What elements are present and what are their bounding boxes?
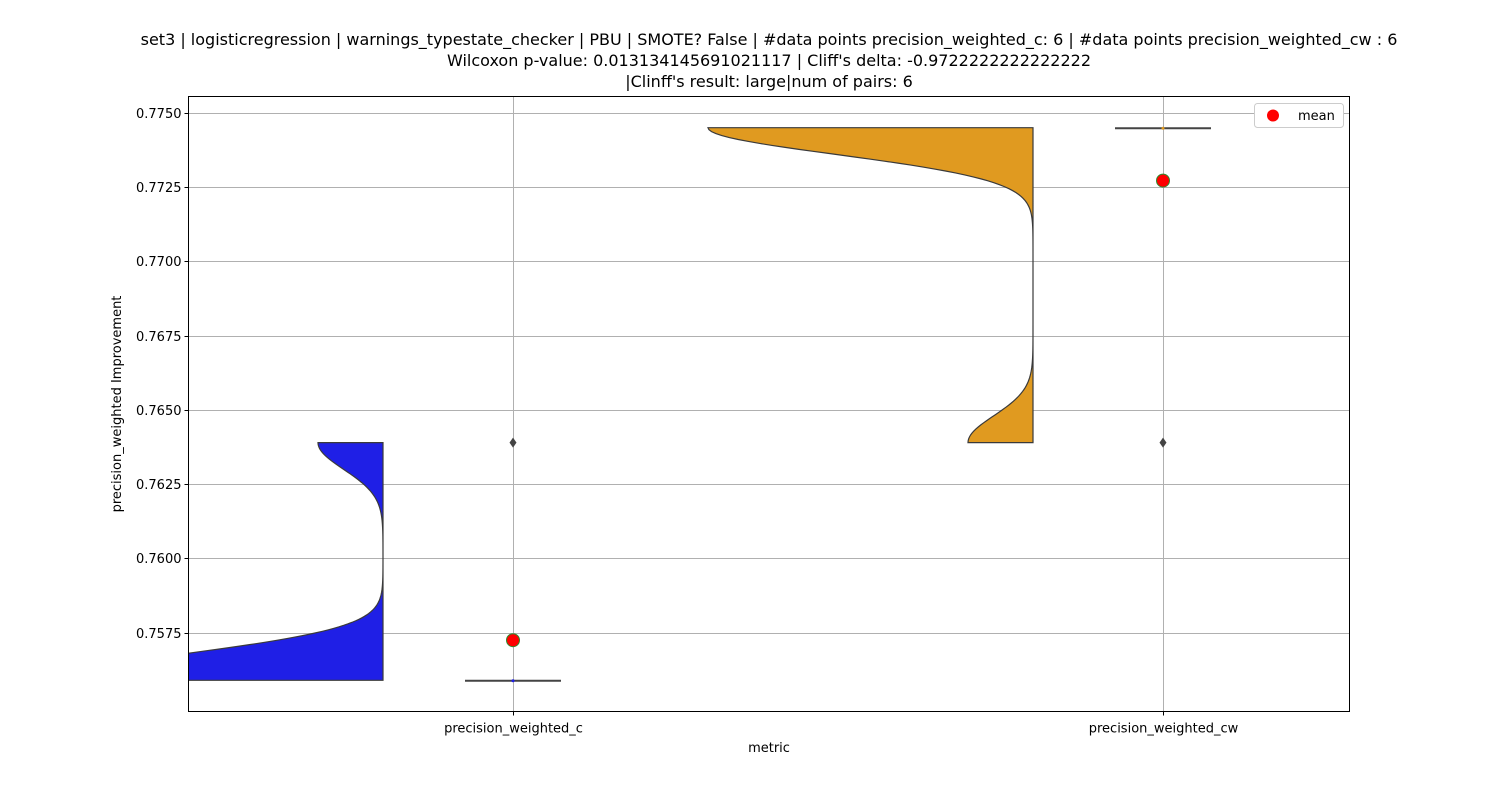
y-tick-label: 0.7675: [136, 330, 182, 345]
marker-layer: [506, 173, 1170, 648]
outlier-precision_weighted_c: [509, 437, 517, 448]
mean-marker-precision_weighted_c: [506, 633, 520, 648]
legend-box: [1254, 103, 1344, 128]
legend-mean-marker: [1267, 109, 1279, 122]
x-tick-label: precision_weighted_cw: [1089, 722, 1239, 737]
chart-title-line-1: set3 | logisticregression | warnings_typ…: [140, 30, 1398, 49]
legend: mean: [1254, 103, 1344, 128]
y-tick-label: 0.7600: [136, 552, 182, 567]
plot-frame: [188, 96, 1350, 712]
y-tick-label: 0.7625: [136, 478, 182, 493]
y-axis-label: precision_weighted Improvement: [110, 296, 125, 513]
legend-mean-label: mean: [1298, 109, 1335, 124]
y-tick-label: 0.7725: [136, 181, 182, 196]
box-layer: [465, 126, 1211, 683]
tick-layer: 0.7575 0.7600 0.7625 0.7650 0.7675 0.7700 0.77…: [136, 107, 1239, 737]
outlier-precision_weighted_cw: [1159, 437, 1167, 448]
violin-precision_weighted_cw: [707, 127, 1034, 444]
y-tick-label: 0.7750: [136, 107, 182, 122]
y-tick-label: 0.7575: [136, 627, 182, 642]
chart-title-line-2: Wilcoxon p-value: 0.013134145691021117 |…: [446, 51, 1091, 70]
mean-marker-precision_weighted_cw: [1156, 173, 1170, 188]
violin-layer: [188, 127, 1034, 681]
violin-precision_weighted_c: [188, 442, 384, 681]
median-precision_weighted_cw: [1161, 126, 1165, 130]
chart-title-line-3: |Clinff's result: large|num of pairs: 6: [625, 72, 913, 91]
y-tick-label: 0.7700: [136, 255, 182, 270]
x-axis-label: metric: [748, 741, 790, 756]
y-tick-label: 0.7650: [136, 404, 182, 419]
x-tick-label: precision_weighted_c: [444, 722, 583, 737]
median-precision_weighted_c: [511, 679, 515, 683]
